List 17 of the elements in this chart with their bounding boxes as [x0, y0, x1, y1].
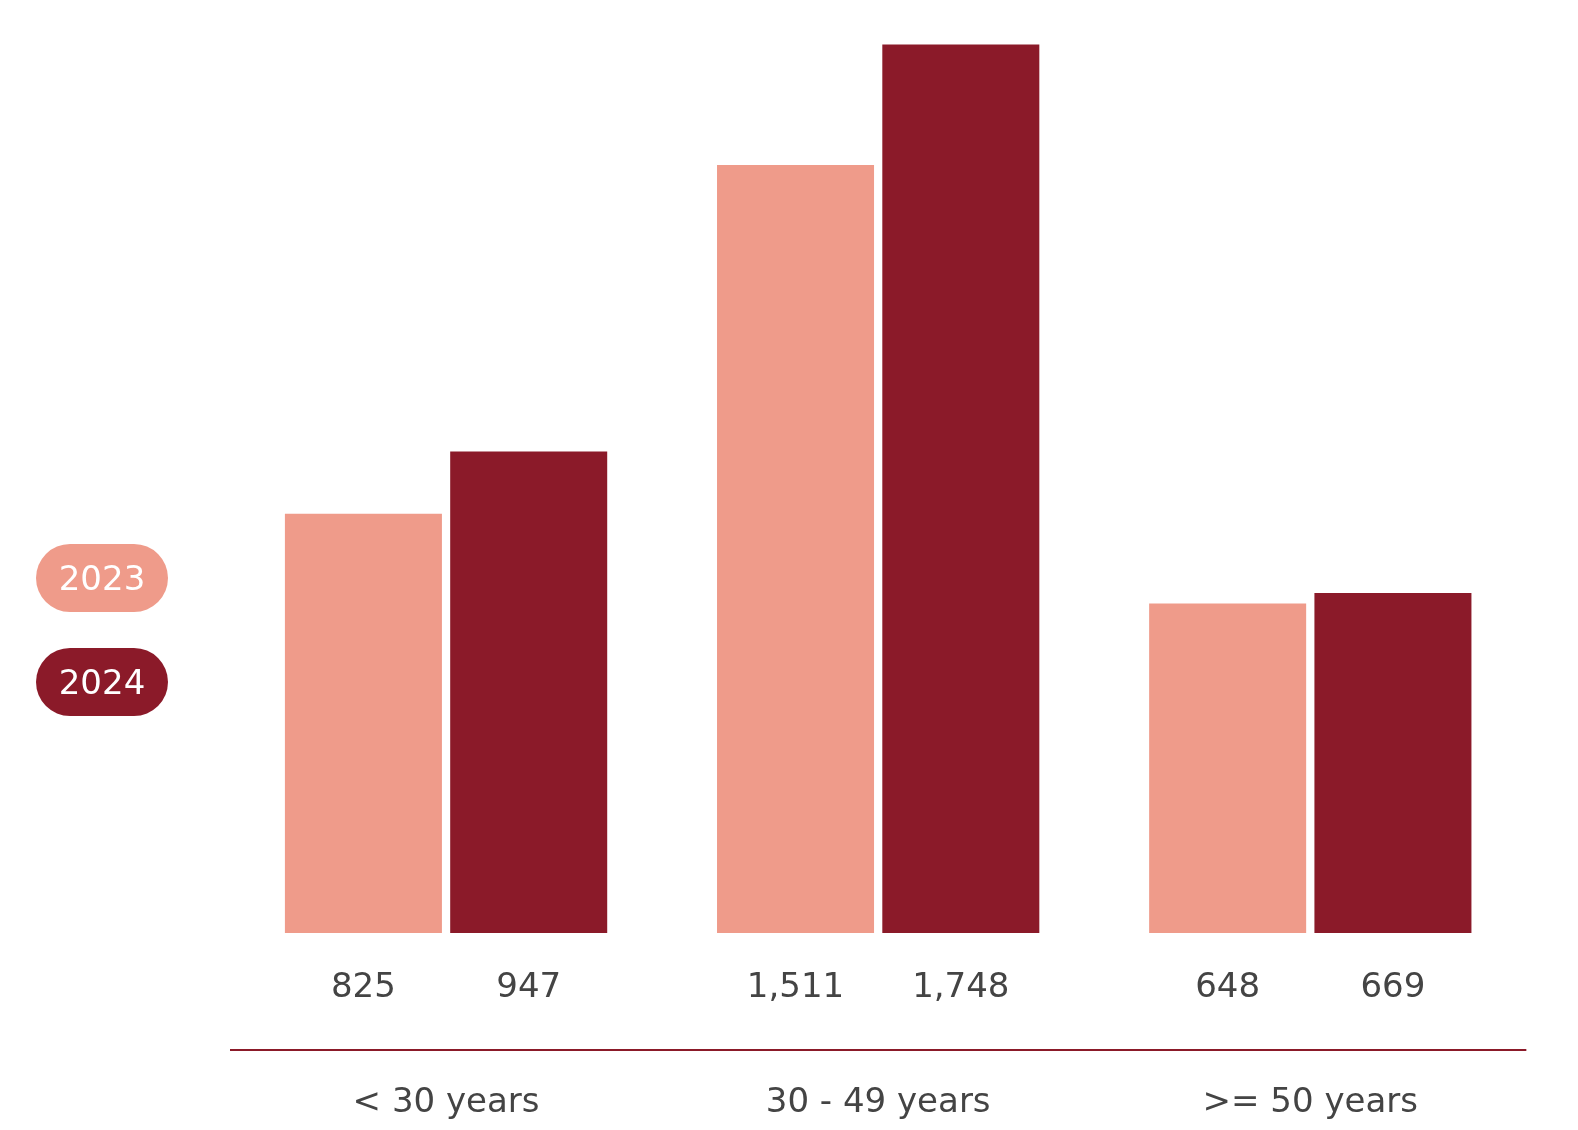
bar: [882, 44, 1040, 933]
data-label: 1,748: [912, 964, 1010, 1005]
data-label: 648: [1195, 964, 1261, 1005]
x-tick-label: 30 - 49 years: [765, 1080, 991, 1121]
bar: [717, 164, 875, 933]
data-label: 825: [330, 964, 396, 1005]
bar: [1314, 592, 1472, 933]
bar: [284, 513, 442, 933]
bar: [450, 451, 608, 933]
x-tick-label: >= 50 years: [1202, 1080, 1418, 1121]
bar: [1149, 603, 1307, 933]
data-label: 669: [1360, 964, 1426, 1005]
text: 2023: [36, 544, 168, 612]
data-label: 1,511: [746, 964, 845, 1005]
x-tick-label: < 30 years: [352, 1080, 540, 1121]
data-label: 947: [496, 964, 562, 1005]
text: 2024: [36, 648, 168, 716]
